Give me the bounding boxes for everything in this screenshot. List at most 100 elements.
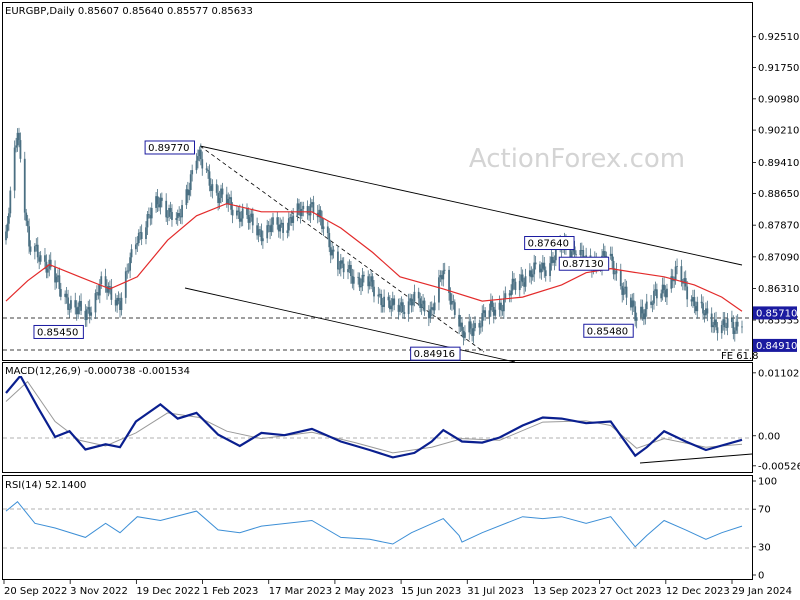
candle-body <box>539 264 541 273</box>
macd-header: MACD(12,26,9) -0.000738 -0.001534 <box>5 366 190 377</box>
candle-body <box>342 263 345 273</box>
candle-body <box>104 276 107 287</box>
candle-body <box>390 305 393 310</box>
candle-body <box>129 257 132 271</box>
candle-body <box>147 214 150 216</box>
candle-body <box>609 253 612 256</box>
candle-body <box>160 197 163 201</box>
candle-body <box>6 223 9 232</box>
candle-body <box>26 220 29 227</box>
candle-body <box>514 281 517 291</box>
candle-body <box>569 248 572 258</box>
candle-body <box>36 244 39 258</box>
candle-body <box>407 301 410 315</box>
candle-body <box>397 304 400 312</box>
candle-body <box>651 303 654 305</box>
candle-body <box>452 301 455 303</box>
candle-body <box>523 282 525 287</box>
price-annotation-box <box>583 323 634 338</box>
candle-body <box>362 274 365 277</box>
candle-body <box>582 250 585 261</box>
candle-body <box>632 300 635 307</box>
x-tick-label: 19 Dec 2022 <box>136 586 200 597</box>
candle-body <box>319 209 322 218</box>
candle-body <box>296 203 299 216</box>
candle-body <box>491 301 494 307</box>
candle-body <box>197 156 199 161</box>
candle-body <box>489 301 492 311</box>
candle-body <box>156 196 159 205</box>
candle-body <box>733 330 736 334</box>
price-annotation: 0.85480 <box>587 326 628 337</box>
candle-body <box>400 302 403 306</box>
candle-body <box>488 310 491 318</box>
candle-body <box>580 250 583 251</box>
candle-body <box>15 145 18 148</box>
candle-body <box>300 208 303 216</box>
candle-body <box>622 288 625 295</box>
candle-body <box>149 215 152 219</box>
candle-body <box>621 286 624 295</box>
candle-body <box>713 319 716 326</box>
candle-body <box>726 318 729 328</box>
price-annotation-box <box>33 324 84 339</box>
rsi-panel-frame <box>2 475 753 580</box>
candle-body <box>257 229 260 236</box>
candle-body <box>67 297 69 310</box>
candle-body <box>378 293 381 295</box>
macd-tick-label: 0.011027 <box>758 368 800 379</box>
candle-body <box>498 302 501 310</box>
candle-body <box>218 197 221 204</box>
price-annotation: 0.87640 <box>528 239 569 250</box>
candle-body <box>453 302 456 315</box>
candle-body <box>347 269 349 273</box>
overlay-layer: 0.92510 0.91750 0.90980 0.90210 0.89410 0.886… <box>3 32 800 597</box>
candle-body <box>448 269 450 293</box>
candle-body <box>25 212 28 221</box>
candle-body <box>292 215 295 223</box>
candle-body <box>139 232 142 233</box>
candle-body <box>322 226 325 229</box>
candle-body <box>432 307 435 311</box>
candle-body <box>276 217 279 225</box>
candle-body <box>59 289 62 297</box>
candle-body <box>337 251 339 270</box>
rsi-header: RSI(14) 52.1400 <box>5 480 86 491</box>
candle-body <box>306 205 309 214</box>
price-annotation: 0.85450 <box>37 327 78 338</box>
macd-panel-frame <box>2 362 753 473</box>
upper-trendline <box>199 145 743 266</box>
candle-body <box>230 197 233 210</box>
candle-body <box>702 303 704 314</box>
x-tick-label: 1 Feb 2023 <box>203 586 259 597</box>
candle-body <box>524 276 527 287</box>
candle-body <box>634 306 637 321</box>
candle-body <box>417 291 420 299</box>
candle-body <box>716 327 719 334</box>
candle-body <box>439 275 442 278</box>
candle-body <box>39 255 42 262</box>
candle-body <box>570 251 573 258</box>
candle-body <box>130 249 133 258</box>
candle-body <box>641 306 644 314</box>
candle-body <box>126 270 129 272</box>
candle-body <box>614 273 616 275</box>
candle-body <box>575 254 577 256</box>
candle-body <box>680 266 683 283</box>
candle-body <box>279 224 282 232</box>
candle-body <box>681 282 684 284</box>
candle-body <box>540 268 543 273</box>
candle-body <box>9 190 12 214</box>
candle-body <box>458 314 461 327</box>
candle-body <box>280 222 283 225</box>
candle-body <box>238 211 241 222</box>
x-tick-label: 31 Jul 2023 <box>467 586 524 597</box>
candle-body <box>18 132 20 141</box>
candle-body <box>137 232 140 244</box>
candle-body <box>195 160 198 171</box>
candle-body <box>248 217 251 223</box>
candle-body <box>210 185 212 191</box>
candle-body <box>573 246 576 255</box>
candle-body <box>189 174 192 190</box>
candle-body <box>171 212 173 220</box>
